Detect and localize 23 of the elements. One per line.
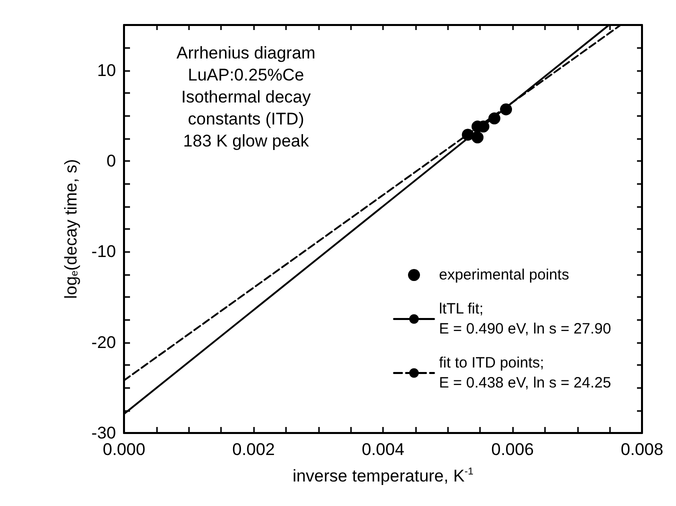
y-tick-label: 0 bbox=[106, 152, 116, 170]
y-tick-label: -10 bbox=[91, 242, 116, 262]
annotation: constants (ITD) bbox=[188, 110, 304, 128]
point bbox=[472, 131, 484, 144]
annotation: LuAP:0.25%Ce bbox=[188, 66, 304, 84]
annotation: Isothermal decay bbox=[181, 88, 312, 106]
y-tick-label: -30 bbox=[91, 424, 116, 442]
y-tick-label: -20 bbox=[91, 332, 116, 352]
point bbox=[488, 112, 500, 124]
x-tick-label: 0.004 bbox=[362, 440, 404, 459]
x-tick-label: 0.002 bbox=[232, 440, 275, 459]
point bbox=[500, 103, 512, 116]
point bbox=[462, 128, 474, 141]
legend-label: ltTL fit; E = 0.490 eV, ln s = 27.90 bbox=[439, 300, 612, 338]
x-tick-label: 0.008 bbox=[620, 440, 664, 459]
x-tick-label: 0.006 bbox=[491, 440, 534, 459]
legend-label: experimental points bbox=[439, 266, 570, 284]
text: Arrhenius diagram bbox=[176, 44, 316, 62]
y-tick-label: 10 bbox=[97, 60, 116, 80]
y-axis-title: loge(decay time, s) bbox=[62, 159, 80, 299]
legend-label: fit to ITD points; E = 0.438 eV, ln s = 24.25 bbox=[439, 354, 612, 392]
annotation: 183 K glow peak bbox=[183, 132, 310, 150]
x-tick-label: 0.000 bbox=[102, 440, 146, 459]
